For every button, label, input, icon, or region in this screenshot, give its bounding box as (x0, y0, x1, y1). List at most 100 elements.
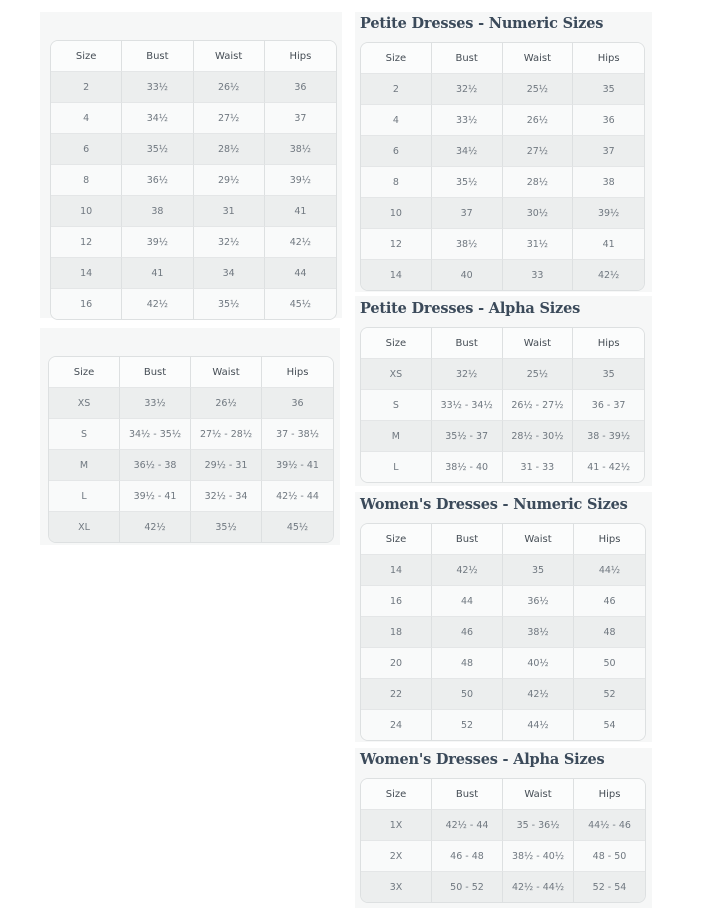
cell-hips: 45½ (262, 511, 333, 542)
cell-waist: 42½ (503, 678, 574, 709)
cell-bust: 38½ - 40 (431, 451, 503, 482)
cell-hips: 41 - 42½ (573, 451, 644, 482)
cell-size: 16 (361, 585, 432, 616)
cell-size: 20 (361, 647, 432, 678)
cell-size: S (49, 418, 120, 449)
cell-hips: 39½ - 41 (262, 449, 333, 480)
column-header-hips: Hips (264, 41, 336, 71)
cell-waist: 31 (193, 195, 265, 226)
column-header-bust: Bust (120, 357, 191, 387)
cell-size: 6 (361, 135, 432, 166)
cell-waist: 26½ (502, 104, 574, 135)
cell-size: 8 (51, 164, 123, 195)
column-header-hips: Hips (573, 328, 644, 358)
cell-waist: 26½ (191, 387, 262, 418)
cell-bust: 50 - 52 (432, 871, 503, 902)
cell-size: 12 (51, 226, 123, 257)
cell-size: 4 (51, 102, 123, 133)
cell-hips: 48 - 50 (574, 840, 645, 871)
cell-size: XS (49, 387, 120, 418)
cell-size: 16 (51, 288, 123, 319)
cell-waist: 35 (503, 554, 574, 585)
cell-waist: 28½ (502, 166, 574, 197)
cell-size: 4 (361, 104, 432, 135)
column-header-bust: Bust (431, 328, 503, 358)
table-row: 16 42½ 35½ 45½ (51, 288, 336, 319)
column-header-hips: Hips (573, 43, 644, 73)
cell-hips: 38½ (264, 133, 336, 164)
cell-hips: 37 (573, 135, 644, 166)
cell-hips: 39½ (573, 197, 644, 228)
cell-bust: 35½ (122, 133, 194, 164)
cell-size: 14 (361, 554, 432, 585)
header-row: Size Bust Waist Hips (361, 779, 645, 809)
table-row: 16 44 36½ 46 (361, 585, 645, 616)
table-row: 18 46 38½ 48 (361, 616, 645, 647)
cell-hips: 42½ - 44 (262, 480, 333, 511)
cell-waist: 35½ (193, 288, 265, 319)
cell-bust: 33½ (122, 71, 194, 102)
cell-waist: 29½ (193, 164, 265, 195)
misses-numeric-size-table: Size Bust Waist Hips 2 33½ 26½ 36 4 34½ 27½ 37 6 35½ 2… (50, 40, 337, 320)
column-header-size: Size (361, 328, 432, 358)
cell-hips: 38 - 39½ (573, 420, 644, 451)
petite-alpha-title: Petite Dresses - Alpha Sizes (360, 300, 581, 317)
cell-bust: 39½ - 41 (120, 480, 191, 511)
table-row: 3X 50 - 52 42½ - 44½ 52 - 54 (361, 871, 645, 902)
cell-bust: 34½ (431, 135, 503, 166)
cell-bust: 42½ (122, 288, 194, 319)
cell-waist: 26½ (193, 71, 265, 102)
table-row: M 35½ - 37 28½ - 30½ 38 - 39½ (361, 420, 644, 451)
cell-hips: 37 - 38½ (262, 418, 333, 449)
cell-hips: 36 - 37 (573, 389, 644, 420)
cell-waist: 30½ (502, 197, 574, 228)
table-row: XL 42½ 35½ 45½ (49, 511, 333, 542)
table-row: S 33½ - 34½ 26½ - 27½ 36 - 37 (361, 389, 644, 420)
cell-size: 10 (51, 195, 123, 226)
table-row: 2X 46 - 48 38½ - 40½ 48 - 50 (361, 840, 645, 871)
column-header-size: Size (51, 41, 123, 71)
column-header-bust: Bust (432, 524, 503, 554)
table-row: S 34½ - 35½ 27½ - 28½ 37 - 38½ (49, 418, 333, 449)
cell-size: XS (361, 358, 432, 389)
table-row: 10 38 31 41 (51, 195, 336, 226)
cell-size: M (361, 420, 432, 451)
cell-bust: 33½ (120, 387, 191, 418)
cell-hips: 46 (574, 585, 645, 616)
cell-waist: 28½ - 30½ (502, 420, 574, 451)
table-row: XS 32½ 25½ 35 (361, 358, 644, 389)
cell-size: L (361, 451, 432, 482)
cell-waist: 32½ (193, 226, 265, 257)
cell-waist: 38½ - 40½ (503, 840, 574, 871)
cell-size: 3X (361, 871, 432, 902)
cell-bust: 41 (122, 257, 194, 288)
table-row: 22 50 42½ 52 (361, 678, 645, 709)
cell-hips: 39½ (264, 164, 336, 195)
cell-hips: 54 (574, 709, 645, 740)
cell-size: XL (49, 511, 120, 542)
cell-bust: 36½ (122, 164, 194, 195)
cell-bust: 38½ (431, 228, 503, 259)
cell-size: 22 (361, 678, 432, 709)
table-row: 6 34½ 27½ 37 (361, 135, 644, 166)
cell-hips: 36 (573, 104, 644, 135)
cell-hips: 41 (264, 195, 336, 226)
table-row: 2 33½ 26½ 36 (51, 71, 336, 102)
cell-hips: 44½ - 46 (574, 809, 645, 840)
cell-hips: 36 (262, 387, 333, 418)
cell-bust: 48 (432, 647, 503, 678)
cell-waist: 36½ (503, 585, 574, 616)
cell-bust: 42½ - 44 (432, 809, 503, 840)
cell-hips: 41 (573, 228, 644, 259)
table-row: 2 32½ 25½ 35 (361, 73, 644, 104)
cell-hips: 35 (573, 73, 644, 104)
cell-bust: 34½ - 35½ (120, 418, 191, 449)
cell-bust: 35½ - 37 (431, 420, 503, 451)
table-row: M 36½ - 38 29½ - 31 39½ - 41 (49, 449, 333, 480)
column-header-size: Size (361, 524, 432, 554)
petite-alpha-size-table: Size Bust Waist Hips XS 32½ 25½ 35 S 33½ - 34½ 26½… (360, 327, 645, 483)
cell-size: 12 (361, 228, 432, 259)
cell-size: 6 (51, 133, 123, 164)
table-row: 20 48 40½ 50 (361, 647, 645, 678)
womens-numeric-title: Women's Dresses - Numeric Sizes (360, 496, 628, 513)
